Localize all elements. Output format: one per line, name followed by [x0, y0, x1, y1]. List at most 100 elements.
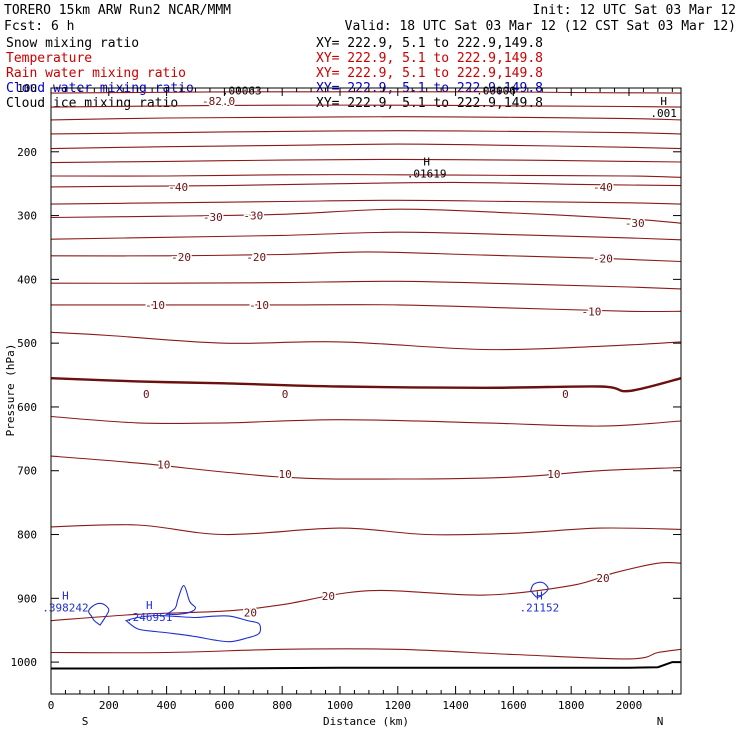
isotherm-label: -20 — [593, 252, 613, 265]
isotherm-label: -82.0 — [202, 95, 235, 108]
isotherm-label: -10 — [145, 299, 165, 312]
isotherm-minus60 — [51, 130, 681, 135]
extremum-value: .001 — [650, 107, 677, 120]
x-tick-label: 1600 — [500, 699, 527, 712]
isotherm-minus20 — [51, 251, 681, 263]
isotherm-minus45 — [51, 174, 681, 178]
x-tick-label: 800 — [272, 699, 292, 712]
isotherm-label: 0 — [282, 388, 289, 401]
cloud-contour-3 — [530, 581, 549, 598]
y-tick-label: 100 — [17, 82, 37, 95]
valid-time: Valid: 18 UTC Sat 03 Mar 12 (12 CST Sat … — [345, 19, 736, 34]
cloud-contour-0 — [88, 602, 110, 626]
isotherm-label: 10 — [547, 468, 560, 481]
isotherm-10 — [51, 455, 681, 480]
isotherm-label: 0 — [143, 388, 150, 401]
y-tick-label: 300 — [17, 210, 37, 223]
legend-name-cloud-ice: Cloud ice mixing ratio — [6, 96, 178, 111]
x-tick-label: 1200 — [385, 699, 412, 712]
isotherm-label: -20 — [246, 251, 266, 264]
isotherm-minus70 — [51, 104, 681, 108]
isotherm-minus5 — [51, 331, 681, 351]
isotherm-label: -30 — [203, 211, 223, 224]
isotherm-label: 20 — [244, 606, 257, 619]
y-axis-title: Pressure (hPa) — [4, 344, 17, 437]
isotherm-label: -20 — [171, 251, 191, 264]
contour-labels: -82.0 -40 -40 -30 -30 -30 -20 -20 -20 -10 -10 -10 0 0… — [42, 84, 677, 624]
isotherm-label: -30 — [243, 210, 263, 223]
extremum-marker: H — [423, 156, 430, 169]
legend-name-snow: Snow mixing ratio — [6, 36, 139, 51]
legend-xy-rain: XY= 222.9, 5.1 to 222.9,149.8 — [316, 66, 543, 81]
y-tick-label: 600 — [17, 401, 37, 414]
legend-xy-snow: XY= 222.9, 5.1 to 222.9,149.8 — [316, 36, 543, 51]
y-tick-label: 400 — [17, 273, 37, 286]
extremum-marker: H — [536, 590, 543, 603]
isotherm-minus25 — [51, 231, 681, 241]
isotherm-5 — [51, 415, 681, 427]
x-tick-label: 400 — [157, 699, 177, 712]
isotherm-label: -10 — [249, 299, 269, 312]
isotherm-label: 10 — [157, 458, 170, 471]
legend-name-rain: Rain water mixing ratio — [6, 66, 186, 81]
extremum-value: .398242 — [42, 602, 88, 615]
isotherm-minus65 — [51, 116, 681, 121]
legend-xy-temperature: XY= 222.9, 5.1 to 222.9,149.8 — [316, 51, 543, 66]
legend-name-temperature: Temperature — [6, 51, 92, 66]
south-end-label: S — [82, 715, 89, 728]
isotherm-label: 0 — [562, 388, 569, 401]
isotherm-label: -10 — [581, 305, 601, 318]
extremum-value: .01619 — [407, 168, 447, 181]
x-axis-title: Distance (km) — [323, 715, 409, 728]
isotherm-label: 20 — [322, 590, 335, 603]
isotherm-minus10 — [51, 304, 681, 313]
x-tick-label: 600 — [214, 699, 234, 712]
isotherm-label: 10 — [278, 468, 291, 481]
legend-xy-cloud-ice: XY= 222.9, 5.1 to 222.9,149.8 — [316, 96, 543, 111]
init-time: Init: 12 UTC Sat 03 Mar 12 — [533, 3, 737, 18]
cloud-contour-1 — [124, 614, 262, 643]
cloud-water-contours — [88, 581, 549, 643]
isotherm-0 — [51, 377, 681, 393]
x-tick-label: 2000 — [616, 699, 643, 712]
isotherm-minus40 — [51, 181, 681, 188]
top-contour-label: .00006 — [476, 84, 516, 97]
x-tick-label: 1000 — [327, 699, 354, 712]
plot-frame — [50, 87, 682, 695]
isotherm-minus35 — [51, 199, 681, 205]
isotherm-minus15 — [51, 280, 681, 290]
x-tick-label: 200 — [99, 699, 119, 712]
top-contour-label: .00063 — [222, 84, 262, 97]
extremum-marker: H — [146, 599, 153, 612]
x-tick-label: 1800 — [558, 699, 585, 712]
y-tick-label: 1000 — [11, 656, 38, 669]
terrain-line — [51, 661, 681, 670]
terrain-surface — [51, 661, 681, 670]
y-tick-label: 900 — [17, 592, 37, 605]
isotherm-label: 20 — [596, 572, 609, 585]
isotherm-label: -40 — [168, 181, 188, 194]
extremum-value: .21152 — [520, 602, 560, 615]
isotherm-minus30 — [51, 208, 681, 224]
x-tick-label: 1400 — [442, 699, 469, 712]
y-tick-label: 500 — [17, 337, 37, 350]
extremum-value: .246951 — [126, 611, 172, 624]
extremum-marker: H — [62, 590, 69, 603]
isotherm-20 — [51, 561, 681, 622]
y-tick-label: 200 — [17, 146, 37, 159]
cloud-contour-2 — [165, 585, 197, 615]
forecast-hour: Fcst: 6 h — [4, 19, 74, 34]
north-end-label: N — [657, 715, 664, 728]
x-tick-label: 0 — [48, 699, 55, 712]
model-title: TORERO 15km ARW Run2 NCAR/MMM — [4, 3, 231, 18]
y-tick-label: 800 — [17, 529, 37, 542]
isotherm-minus50 — [51, 158, 681, 164]
y-tick-label: 700 — [17, 465, 37, 478]
isotherm-label: -40 — [593, 181, 613, 194]
isotherm-15 — [51, 524, 681, 536]
isotherm-25 — [51, 648, 681, 660]
axes: 0 200 400 600 800 1000 1200 1400 1600 1800 2000100… — [11, 82, 681, 712]
extremum-marker: H — [660, 95, 667, 108]
isotherm-label: -30 — [625, 217, 645, 230]
